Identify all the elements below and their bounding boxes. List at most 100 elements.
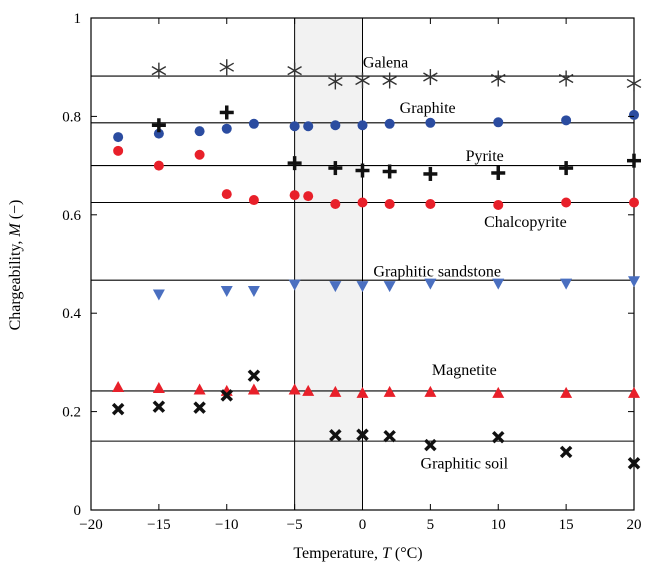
data-point xyxy=(559,161,574,176)
data-point xyxy=(152,289,165,301)
y-tick-label: 0.6 xyxy=(62,208,81,224)
data-point xyxy=(329,281,342,293)
data-point xyxy=(356,281,369,293)
data-point xyxy=(628,276,640,288)
mineral-label: Pyrite xyxy=(466,148,504,165)
data-point xyxy=(221,189,232,200)
x-tick-label: −10 xyxy=(215,517,238,533)
data-point xyxy=(329,385,342,397)
data-point xyxy=(113,132,124,143)
data-point xyxy=(626,75,642,92)
data-point xyxy=(560,278,573,290)
y-tick-label: 0.2 xyxy=(62,405,81,421)
data-markers xyxy=(111,59,642,470)
y-tick-label: 0.8 xyxy=(62,109,81,125)
band-edges xyxy=(294,18,363,510)
y-tick-label: 0 xyxy=(74,503,82,519)
data-point xyxy=(113,145,124,156)
data-point xyxy=(383,429,396,443)
data-point xyxy=(194,149,205,160)
data-point xyxy=(356,428,369,441)
data-point xyxy=(111,402,125,416)
data-point xyxy=(194,126,205,137)
data-point xyxy=(247,369,261,382)
data-point xyxy=(561,115,572,126)
mineral-labels: Galena Graphite Pyrite Chalcopyrite Graphiti… xyxy=(363,54,567,472)
data-point xyxy=(425,198,436,209)
reference-lines xyxy=(91,75,634,442)
data-point xyxy=(303,121,314,132)
x-tick-label: −20 xyxy=(79,517,102,533)
data-point xyxy=(382,72,397,89)
data-point xyxy=(491,165,506,180)
data-point xyxy=(287,156,302,171)
data-point xyxy=(289,190,300,201)
data-point xyxy=(219,59,235,76)
data-point xyxy=(330,198,341,209)
data-point xyxy=(355,163,370,178)
y-axis-ticks: 0 0.2 0.4 0.6 0.8 1 xyxy=(62,11,634,519)
data-point xyxy=(328,73,343,90)
data-point xyxy=(493,117,504,128)
data-point xyxy=(288,383,301,395)
data-point xyxy=(629,197,639,208)
x-tick-label: −5 xyxy=(287,517,303,533)
x-axis-ticks: −20 −15 −10 −5 0 5 10 15 20 xyxy=(79,18,642,533)
data-point xyxy=(627,457,641,470)
data-point xyxy=(384,198,395,209)
data-point xyxy=(356,386,369,398)
x-tick-label: 10 xyxy=(491,517,506,533)
mineral-label: Graphitic sandstone xyxy=(373,263,501,280)
data-point xyxy=(355,72,370,89)
data-point xyxy=(560,386,573,398)
data-point xyxy=(558,70,574,87)
data-point xyxy=(384,118,395,129)
data-point xyxy=(492,386,505,398)
y-tick-label: 1 xyxy=(74,11,82,27)
data-point xyxy=(492,430,505,444)
data-point xyxy=(629,109,639,120)
data-point xyxy=(303,191,314,202)
data-point xyxy=(357,120,368,131)
data-point xyxy=(424,438,437,452)
data-point xyxy=(151,62,167,79)
data-point xyxy=(220,389,233,402)
data-point xyxy=(424,278,437,290)
y-tick-label: 0.4 xyxy=(62,306,81,322)
data-point xyxy=(248,195,259,206)
data-point xyxy=(493,199,504,210)
data-point xyxy=(423,166,438,181)
data-point xyxy=(153,160,164,171)
data-point xyxy=(561,197,572,208)
x-tick-label: 15 xyxy=(559,517,574,533)
data-point xyxy=(423,69,438,86)
data-point xyxy=(153,128,164,139)
data-point xyxy=(357,197,368,208)
data-point xyxy=(152,381,165,393)
data-point xyxy=(330,120,341,131)
mineral-label: Galena xyxy=(363,54,408,71)
data-point xyxy=(627,153,641,168)
data-point xyxy=(490,70,506,87)
data-point xyxy=(288,279,301,291)
x-tick-label: 0 xyxy=(359,517,367,533)
data-point xyxy=(425,117,436,128)
data-point xyxy=(424,385,437,397)
data-point xyxy=(219,105,234,120)
data-point xyxy=(248,118,259,129)
y-axis-label: Chargeability, M (−) xyxy=(7,200,24,331)
mineral-label: Chalcopyrite xyxy=(484,214,567,231)
data-point xyxy=(329,428,342,442)
x-tick-label: 5 xyxy=(427,517,435,533)
shaded-temperature-band xyxy=(294,18,363,510)
data-point xyxy=(151,118,166,133)
data-point xyxy=(492,278,505,290)
data-point xyxy=(221,123,232,134)
data-point xyxy=(328,161,343,176)
mineral-label: Magnetite xyxy=(432,362,497,379)
data-point xyxy=(302,384,315,396)
data-point xyxy=(193,383,206,395)
data-point xyxy=(220,286,233,298)
x-tick-label: −15 xyxy=(147,517,170,533)
